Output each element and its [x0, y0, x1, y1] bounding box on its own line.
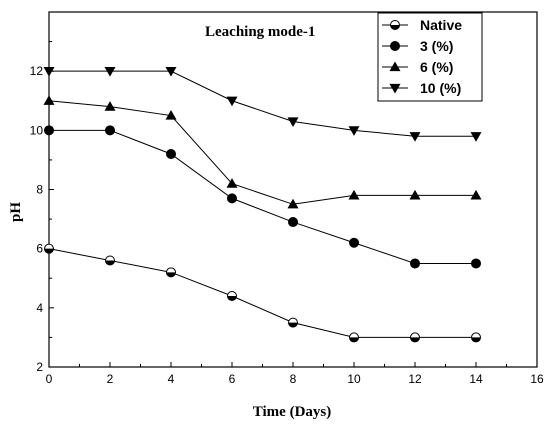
y-axis-label: pH	[8, 202, 24, 222]
legend-item: 3 (%)	[382, 38, 453, 54]
data-point	[226, 96, 238, 107]
x-tick-label: 16	[530, 372, 544, 386]
x-tick-label: 8	[290, 372, 297, 386]
y-tick-label: 12	[30, 64, 44, 78]
data-point	[227, 193, 237, 204]
chart-title: Leaching mode-1	[205, 24, 315, 40]
x-tick-label: 10	[347, 372, 361, 386]
y-tick-label: 8	[36, 183, 43, 197]
data-point	[409, 189, 421, 200]
data-point	[287, 198, 299, 209]
data-point	[471, 258, 481, 269]
series-0	[44, 243, 481, 343]
legend-label: 10 (%)	[420, 80, 461, 96]
data-point	[470, 132, 482, 142]
legend: Native 3 (%) 6 (%) 10 (%)	[377, 12, 483, 102]
data-point	[288, 317, 298, 328]
x-tick-label: 0	[46, 372, 53, 386]
x-tick-label: 14	[469, 372, 483, 386]
data-point	[288, 217, 298, 228]
legend-item: 6 (%)	[382, 59, 453, 75]
data-point	[43, 67, 55, 77]
series-line	[49, 129, 476, 264]
data-point	[410, 332, 420, 343]
x-tick-label: 6	[229, 372, 236, 386]
legend-marker	[389, 83, 401, 94]
data-point	[105, 255, 115, 266]
legend-marker	[390, 41, 400, 51]
data-point	[104, 67, 116, 77]
data-point	[287, 117, 299, 127]
data-point	[470, 189, 482, 200]
legend-item: Native	[382, 17, 462, 33]
y-tick-label: 10	[30, 123, 44, 137]
series-2	[43, 95, 482, 209]
data-point	[471, 332, 481, 343]
y-tick-label: 2	[36, 360, 43, 374]
data-point	[227, 291, 237, 301]
y-tick-label: 6	[36, 242, 43, 256]
data-point	[348, 126, 360, 136]
data-point	[165, 110, 177, 120]
legend-label: 6 (%)	[420, 59, 453, 75]
x-tick-label: 12	[408, 372, 422, 386]
data-point	[349, 237, 359, 248]
series-line	[48, 248, 476, 338]
data-point	[348, 189, 360, 200]
series-layer	[43, 67, 482, 343]
data-point	[226, 178, 238, 188]
data-point	[165, 67, 177, 77]
series-line	[49, 70, 476, 137]
legend-label: Native	[420, 17, 462, 33]
data-point	[104, 101, 116, 111]
series-1	[44, 125, 481, 269]
legend-item: 10 (%)	[382, 80, 461, 96]
legend-marker	[390, 20, 400, 30]
data-point	[44, 243, 54, 254]
x-axis-label: Time (Days)	[253, 404, 331, 420]
data-point	[410, 258, 420, 269]
series-3	[43, 67, 482, 142]
x-tick-label: 2	[107, 372, 114, 386]
legend-marker	[389, 61, 401, 72]
x-tick-label: 4	[168, 372, 175, 386]
y-tick-label: 4	[36, 301, 43, 315]
data-point	[105, 125, 115, 136]
data-point	[166, 149, 176, 159]
data-point	[43, 95, 55, 105]
data-point	[349, 332, 359, 343]
legend-label: 3 (%)	[420, 38, 453, 54]
series-line	[48, 100, 476, 205]
data-point	[44, 125, 54, 136]
data-point	[166, 267, 176, 278]
data-point	[409, 132, 421, 142]
